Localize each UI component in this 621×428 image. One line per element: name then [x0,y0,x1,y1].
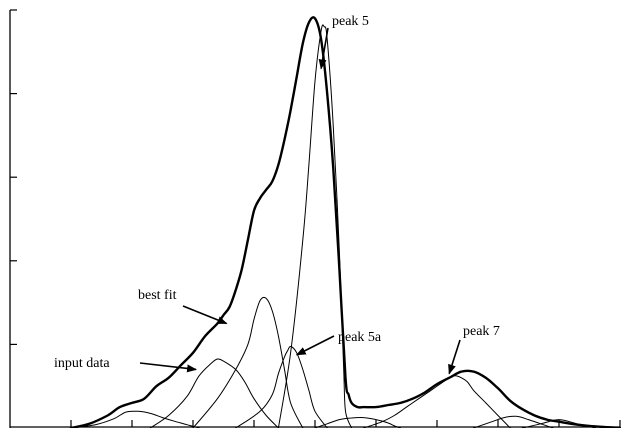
component-peak-curve [363,375,511,428]
component-peak-curve [314,416,401,428]
component-peak-curve [149,358,279,428]
input-data-arrow [139,362,198,373]
peak-5-arrow [318,27,329,70]
best-fit-label: best fit [138,288,177,303]
peak-7-arrow [448,339,461,375]
annotations: peak 5 best fit peak 5a input data peak 7 [54,14,500,375]
component-peak-curve [70,410,200,428]
peak-5a-label: peak 5a [338,330,382,345]
peak-7-label: peak 7 [463,324,500,339]
component-peak-curve [235,345,328,428]
peak-5a-arrow [295,335,335,356]
component-peak-curve [192,296,304,428]
component-peak-curve [521,419,597,428]
peak-5-label: peak 5 [332,14,369,29]
component-peak-curve [277,24,353,428]
best-fit-arrow [182,305,228,325]
input-data-label: input data [54,356,110,371]
best-fit-curve [69,16,621,428]
fit-curves [69,16,621,428]
